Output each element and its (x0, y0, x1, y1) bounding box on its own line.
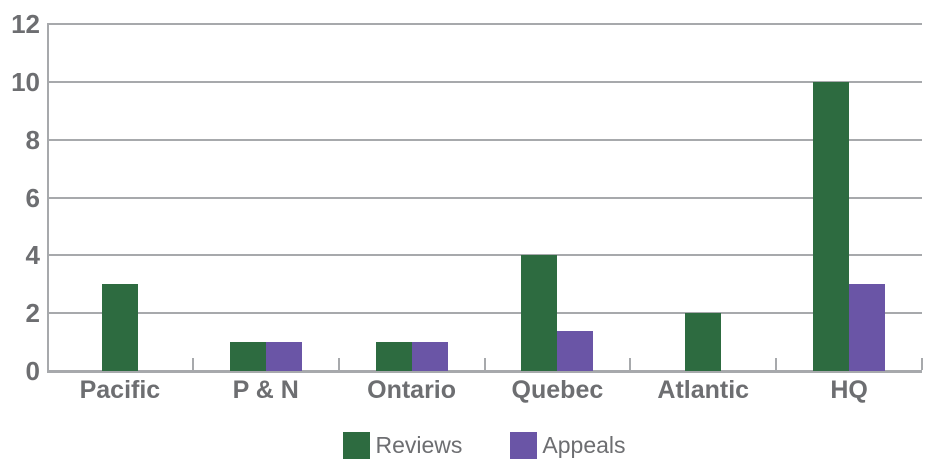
legend-swatch-reviews (343, 431, 371, 459)
legend-item-appeals: Appeals (510, 431, 626, 459)
bar-reviews-pacific (101, 284, 138, 371)
y-axis-tick-label: 8 (25, 124, 40, 155)
y-axis-tick-label: 12 (11, 9, 40, 39)
x-axis-tick (337, 358, 340, 370)
legend-swatch-appeals (510, 431, 538, 459)
y-axis-tick-label: 0 (25, 356, 40, 386)
y-axis-tick-label: 10 (11, 66, 40, 97)
bar-reviews-hq (813, 81, 850, 371)
gridline-2 (47, 312, 922, 315)
gridline-8 (47, 138, 922, 141)
x-axis-tick (483, 358, 486, 370)
x-axis-tick (921, 358, 923, 370)
x-axis-category-label: P & N (232, 376, 299, 404)
x-axis-category-label: Atlantic (657, 376, 750, 404)
legend-label: Appeals (542, 431, 626, 458)
x-axis-line (47, 370, 922, 373)
gridline-10 (47, 80, 922, 83)
bar-reviews-p-n (229, 342, 266, 371)
legend-item-reviews: Reviews (343, 431, 463, 459)
y-axis-line (47, 24, 49, 371)
legend: Reviews Appeals (47, 428, 922, 462)
bar-appeals-ontario (411, 342, 448, 371)
gridline-12 (47, 23, 922, 25)
bar-reviews-atlantic (685, 313, 722, 371)
bar-reviews-ontario (375, 342, 412, 371)
bar-reviews-quebec (521, 255, 558, 371)
x-axis-category-label: Quebec (511, 376, 604, 404)
y-axis-tick-label: 4 (25, 240, 40, 271)
x-axis-tick (775, 358, 778, 370)
bar-appeals-hq (849, 284, 886, 371)
x-axis-category-label: Ontario (367, 376, 457, 404)
y-axis-tick-label: 6 (25, 182, 40, 213)
x-axis-tick (191, 358, 194, 370)
x-axis-category-label: HQ (830, 376, 868, 404)
bar-appeals-p-n (265, 342, 302, 371)
gridline-4 (47, 254, 922, 257)
gridline-6 (47, 196, 922, 199)
y-axis-tick-label: 2 (25, 298, 40, 329)
legend-label: Reviews (375, 431, 463, 458)
x-axis-tick (629, 358, 632, 370)
x-axis-category-label: Pacific (79, 376, 161, 404)
bar-appeals-quebec (557, 330, 594, 371)
